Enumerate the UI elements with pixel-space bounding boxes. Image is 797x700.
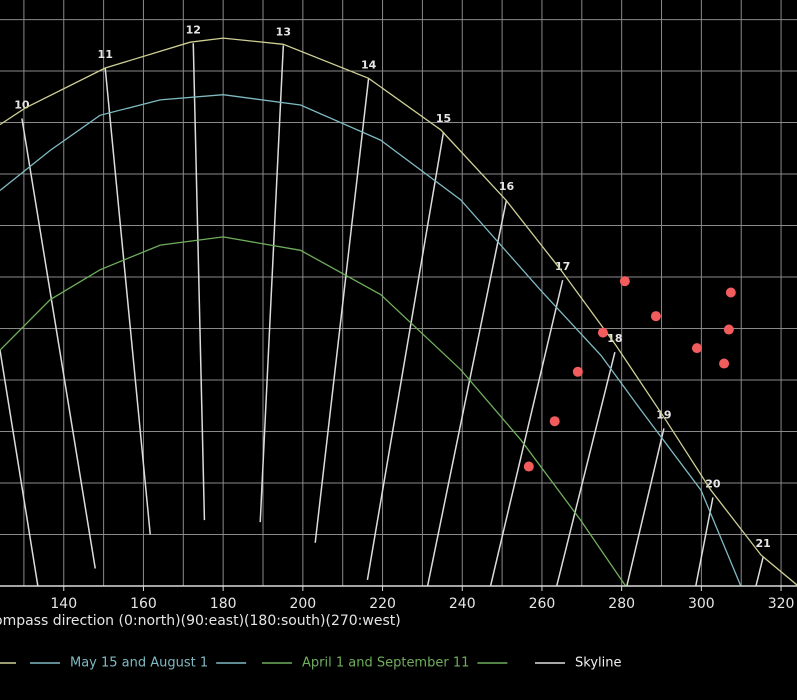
legend-label: May 15 and August 1: [70, 656, 208, 671]
legend: May 15 and August 1 April 1 and September…: [0, 656, 621, 671]
skyline-point: [523, 461, 534, 472]
hour-line: [626, 428, 665, 586]
hour-line: [21, 118, 96, 569]
hour-label: 13: [276, 25, 291, 38]
x-tick-label: 200: [289, 596, 316, 612]
hour-line: [426, 199, 508, 586]
x-tick-label: 220: [369, 596, 396, 612]
skyline-point: [691, 343, 702, 354]
hour-line: [555, 352, 616, 586]
hour-label: 18: [607, 332, 622, 345]
hour-line: [0, 350, 39, 586]
hour-line: [489, 279, 564, 586]
hour-line: [192, 43, 206, 521]
hour-label: 15: [436, 112, 451, 125]
hour-label: 12: [186, 23, 201, 36]
sun-path-curve: [0, 236, 627, 586]
skyline-point: [572, 366, 583, 377]
x-tick-label: 140: [50, 596, 77, 612]
skyline-point: [650, 311, 661, 322]
x-tick-label: 240: [449, 596, 476, 612]
x-tick-label: 280: [608, 596, 635, 612]
skyline-point: [719, 358, 730, 369]
sun-path-curve: [0, 94, 742, 586]
hour-line: [104, 67, 151, 535]
hour-label: 16: [499, 180, 515, 193]
skyline-point: [723, 324, 734, 335]
x-axis: 140 160 180 200 220 240 260 280 300 320: [0, 585, 797, 612]
grid: [0, 0, 797, 586]
x-tick-label: 320: [768, 596, 795, 612]
hour-label: 11: [98, 48, 113, 61]
x-tick-label: 180: [210, 596, 237, 612]
skyline-point: [549, 416, 560, 427]
hour-label: 21: [755, 537, 770, 550]
legend-label: Skyline: [575, 656, 621, 671]
hour-line: [755, 556, 764, 586]
x-tick-label: 260: [529, 596, 556, 612]
hour-line: [314, 78, 370, 543]
skyline-point: [619, 276, 630, 287]
skyline-point: [597, 327, 608, 338]
hour-line: [366, 131, 445, 580]
hour-line: [259, 45, 285, 523]
x-tick-label: 300: [688, 596, 715, 612]
skyline-point: [725, 287, 736, 298]
legend-label: April 1 and September 11: [302, 656, 469, 671]
sun-path-curve: [0, 37, 797, 586]
x-axis-title: ompass direction (0:north)(90:east)(180:…: [0, 613, 401, 629]
x-tick-label: 160: [130, 596, 157, 612]
hour-label: 14: [361, 58, 377, 71]
hour-label: 17: [555, 260, 570, 273]
hour-label: 19: [656, 408, 671, 421]
